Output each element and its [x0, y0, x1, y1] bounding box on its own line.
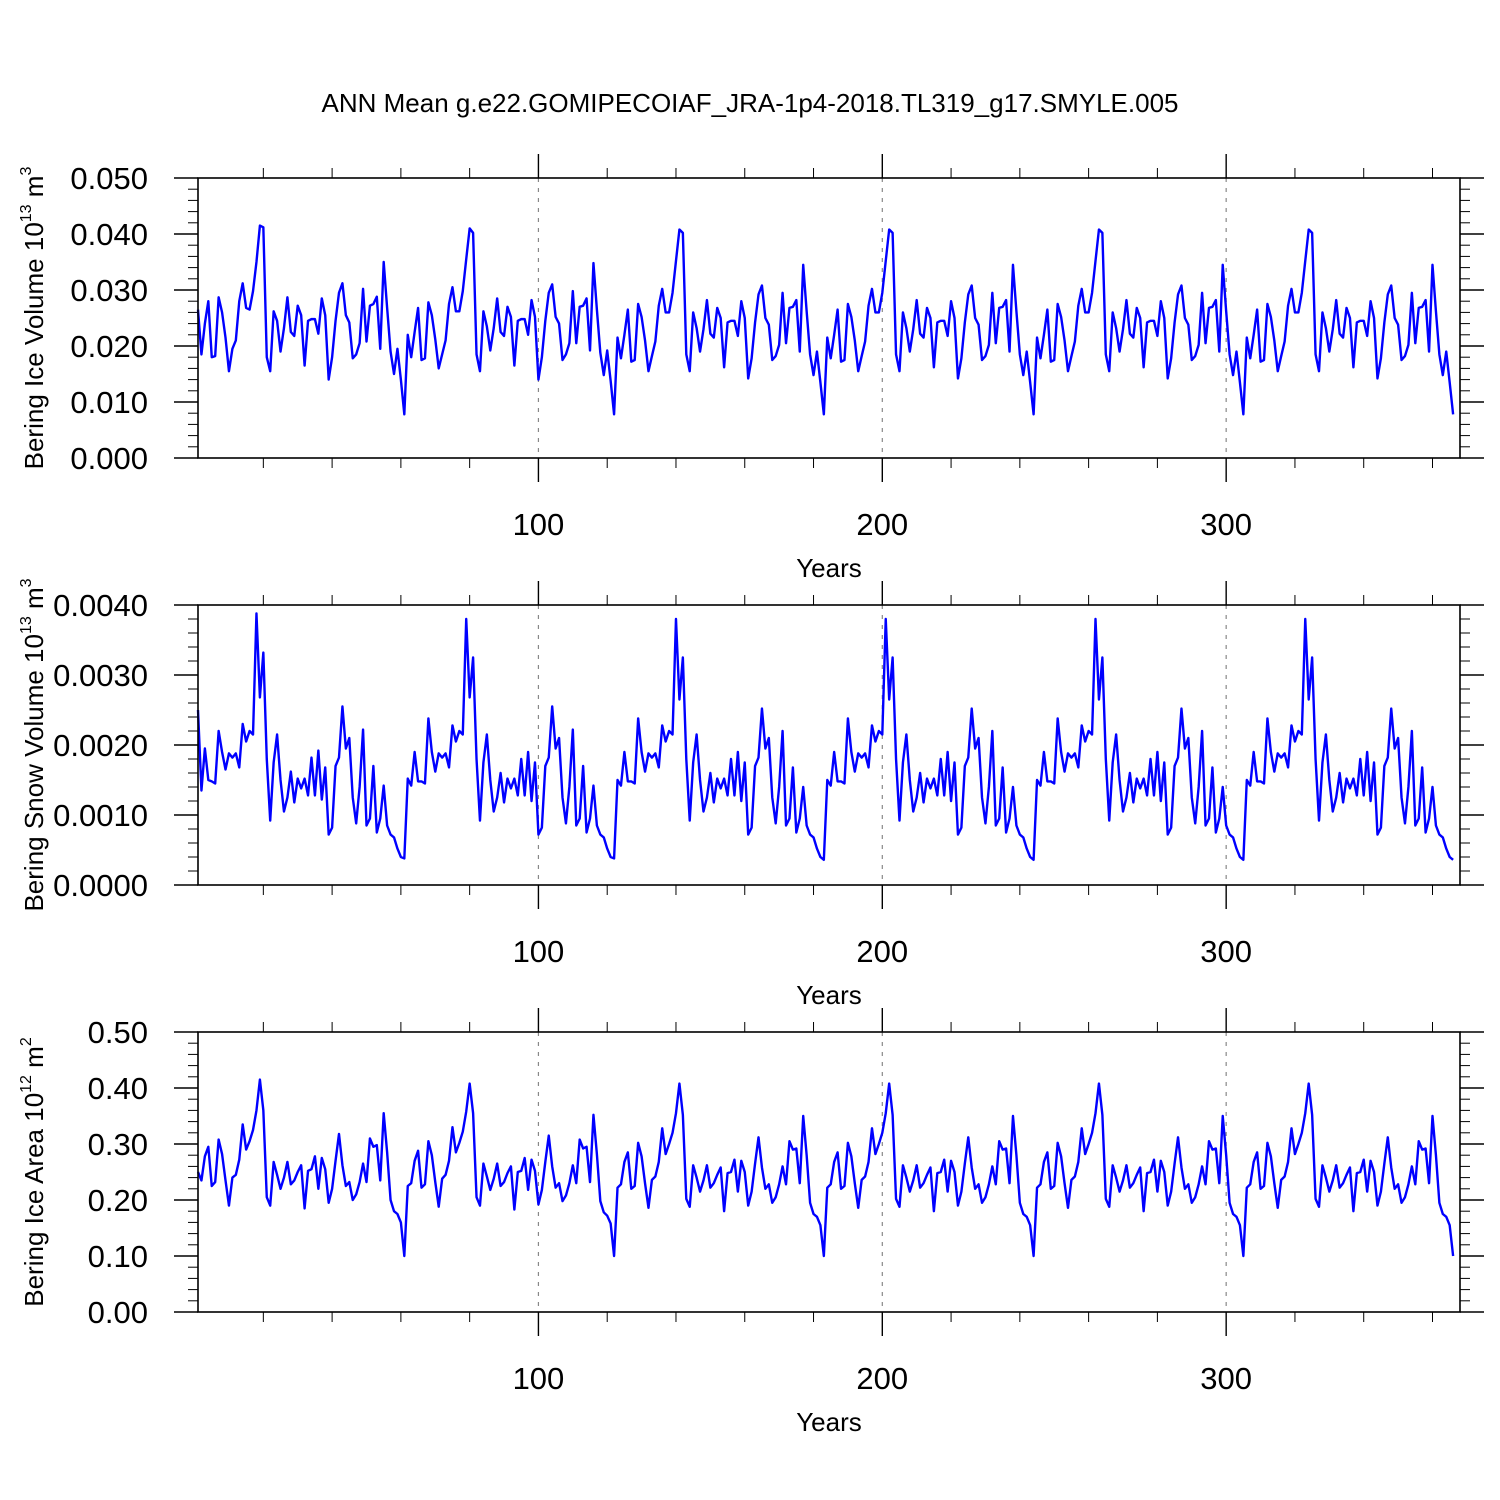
- figure-title: ANN Mean g.e22.GOMIPECOIAF_JRA-1p4-2018.…: [322, 88, 1179, 118]
- panel-1-y-tick-label-0.030: 0.030: [70, 273, 148, 308]
- panel-3-y-tick-label-0.40: 0.40: [88, 1071, 148, 1106]
- panel-3-y-axis-label-unit-tail: m: [19, 1046, 49, 1075]
- panel-1-y-tick-label-0.020: 0.020: [70, 329, 148, 364]
- panel-1-y-axis-label: Bering Ice Volume 1013 m3: [18, 167, 49, 470]
- panel-3-x-tick-label-100: 100: [513, 1361, 565, 1396]
- panel-1-y-axis-label-unit: 10: [19, 222, 49, 251]
- panel-3-series-line: [196, 1078, 1455, 1258]
- panel-2-y-tick-label-0.0030: 0.0030: [53, 658, 148, 693]
- panel-3-y-tick-label-0.20: 0.20: [88, 1183, 148, 1218]
- panel-2-y-axis-label-unit: 10: [19, 634, 49, 663]
- panel-1-x-axis-label: Years: [796, 553, 862, 583]
- panel-1-y-axis-label-exponent: 13: [18, 204, 35, 222]
- panel-3: 0.00 0.10 0.20 0.30 0.40 0.50 100 200 300 Years Be…: [18, 1008, 1484, 1437]
- panel-2-frame: [197, 604, 1461, 886]
- panel-3-x-tick-label-200: 200: [856, 1361, 908, 1396]
- panel-1-frame: [197, 177, 1461, 459]
- panel-2-x-axis-label: Years: [796, 980, 862, 1010]
- panel-2-y-axis-label-unit-tail: m: [19, 587, 49, 616]
- panel-3-y-tick-label-0.00: 0.00: [88, 1295, 148, 1330]
- panel-2-y-tick-label-0.0010: 0.0010: [53, 798, 148, 833]
- panel-3-y-axis-label-tail-exponent: 2: [18, 1037, 35, 1046]
- panel-1-y-tick-label-0.010: 0.010: [70, 385, 148, 420]
- panel-2-y-axis-label-name: Bering Snow Volume: [19, 663, 49, 912]
- panel-1-x-tick-label-300: 300: [1200, 507, 1252, 542]
- panel-1: 0.000 0.010 0.020 0.030 0.040 0.050 100 200 300 Y…: [18, 154, 1484, 583]
- panel-2-y-tick-label-0.0020: 0.0020: [53, 728, 148, 763]
- panel-3-y-axis-label-exponent: 12: [18, 1075, 35, 1093]
- panel-1-y-tick-label-0.000: 0.000: [70, 441, 148, 476]
- panel-2-x-tick-label-300: 300: [1200, 934, 1252, 969]
- panel-3-x-axis-label: Years: [796, 1407, 862, 1437]
- panel-3-y-tick-label-0.50: 0.50: [88, 1015, 148, 1050]
- panel-2-y-axis-label-tail-exponent: 3: [18, 578, 35, 587]
- panel-1-series-line: [196, 224, 1455, 416]
- panel-1-y-axis-label-tail-exponent: 3: [18, 167, 35, 176]
- panel-3-y-axis-label-unit: 10: [19, 1093, 49, 1122]
- panel-2-y-tick-label-0.0000: 0.0000: [53, 868, 148, 903]
- panel-3-y-tick-label-0.10: 0.10: [88, 1239, 148, 1274]
- panel-2-x-tick-label-100: 100: [513, 934, 565, 969]
- panel-2-x-tick-label-200: 200: [856, 934, 908, 969]
- panel-2: 0.0000 0.0010 0.0020 0.0030 0.0040 100 200 300 Y…: [18, 578, 1484, 1010]
- panel-2-series-line: [196, 612, 1454, 861]
- panel-2-y-tick-label-0.0040: 0.0040: [53, 588, 148, 623]
- panel-1-y-tick-label-0.050: 0.050: [70, 161, 148, 196]
- panel-2-y-axis-label: Bering Snow Volume 1013 m3: [18, 578, 49, 911]
- panel-2-y-axis-label-exponent: 13: [18, 616, 35, 634]
- panel-3-y-axis-label-name: Bering Ice Area: [19, 1122, 49, 1307]
- panel-3-x-tick-label-300: 300: [1200, 1361, 1252, 1396]
- panel-1-x-tick-label-200: 200: [856, 507, 908, 542]
- panel-1-x-tick-label-100: 100: [513, 507, 565, 542]
- panel-1-y-axis-label-unit-tail: m: [19, 176, 49, 205]
- panel-1-y-tick-label-0.040: 0.040: [70, 217, 148, 252]
- panel-3-y-tick-label-0.30: 0.30: [88, 1127, 148, 1162]
- panel-1-y-axis-label-name: Bering Ice Volume: [19, 251, 49, 469]
- panel-3-frame: [197, 1031, 1461, 1313]
- panel-3-y-axis-label: Bering Ice Area 1012 m2: [18, 1037, 49, 1307]
